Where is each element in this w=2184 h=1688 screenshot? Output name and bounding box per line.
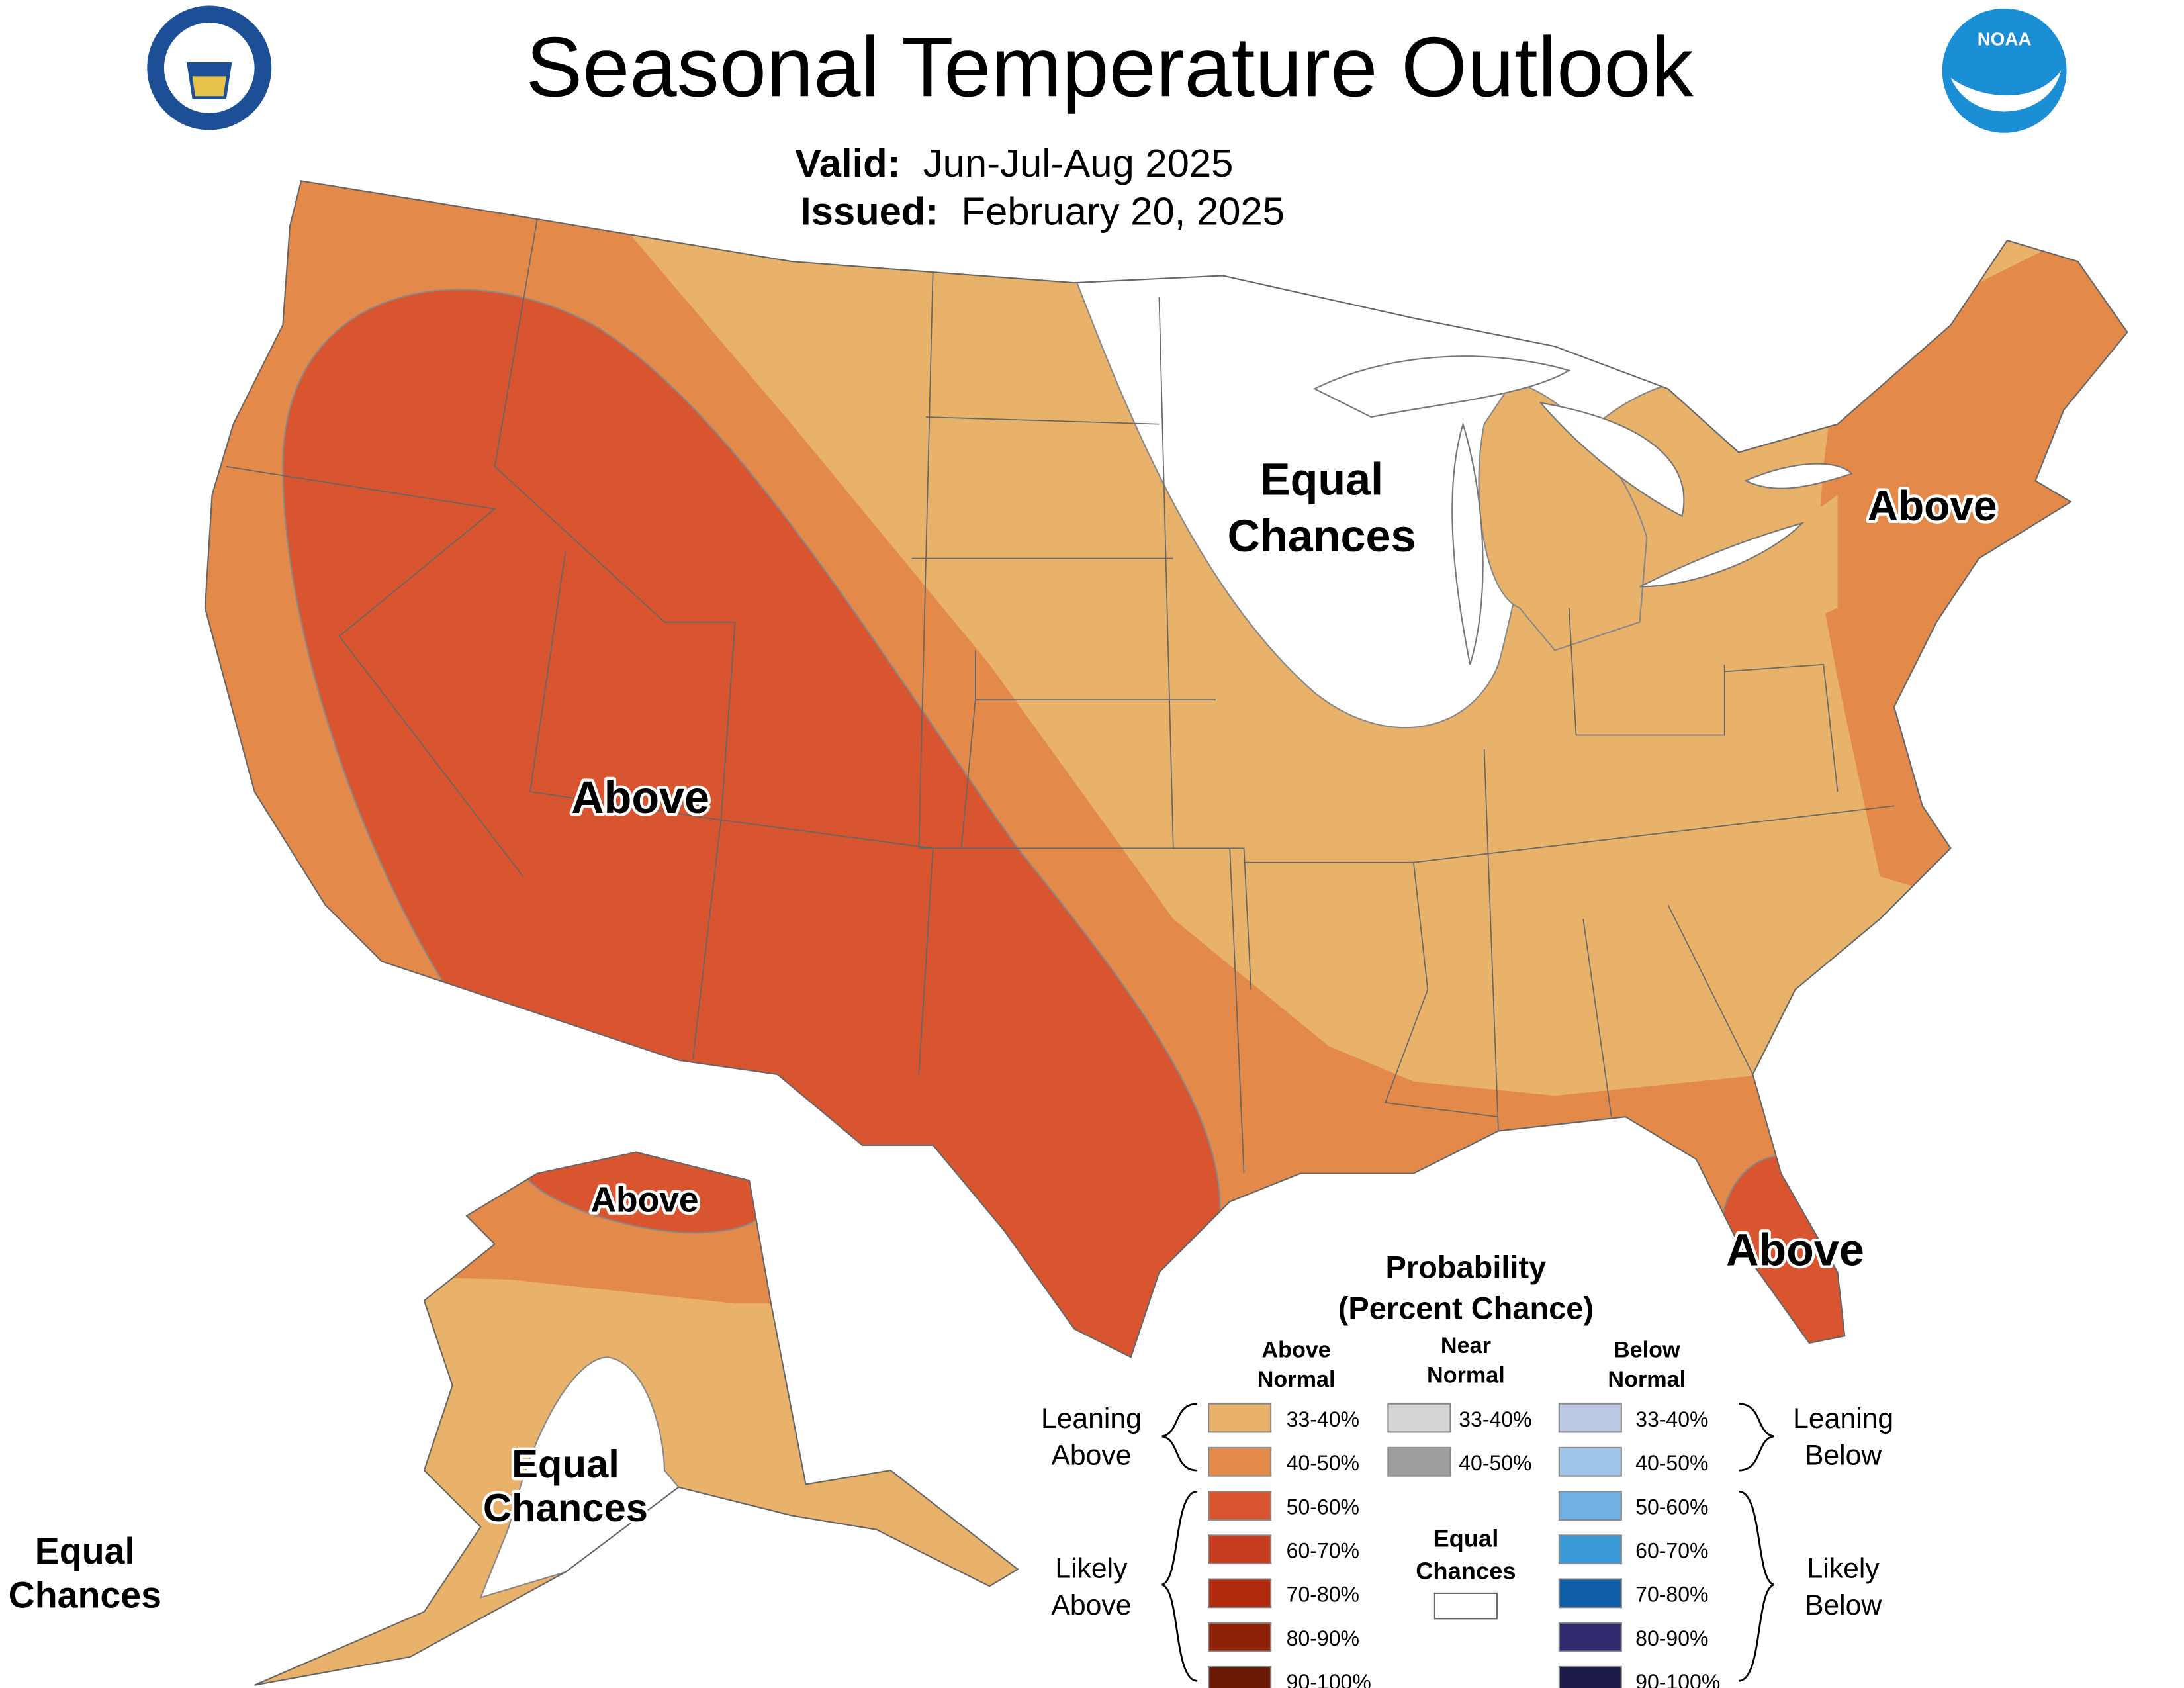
legend-swatch [1208,1446,1272,1477]
legend-swatch [1208,1534,1272,1565]
map-label: Above [571,773,709,823]
legend-bracket-label-line: Leaning [1793,1403,1893,1434]
legend-swatch [1558,1578,1622,1609]
legend-swatch [1387,1403,1451,1433]
legend-bracket-label-line: Above [1051,1440,1131,1472]
legend-item-label: 50-60% [1635,1495,1708,1519]
ohio-area [1639,494,1838,665]
issued-value: February 20, 2025 [961,189,1285,234]
map-label-line: Above [1868,482,1997,530]
legend-heading-line: Above [1261,1337,1330,1362]
legend-swatch [1208,1665,1272,1688]
map-label: Equal Chances [1228,454,1416,561]
legend-equal-chances: Equal Chances [1416,1524,1516,1584]
legend-bracket-label-line: Above [1051,1589,1131,1621]
legend-bracket-label-line: Likely [1807,1552,1880,1584]
legend-title-line: (Percent Chance) [1338,1291,1594,1326]
alaska-equal-chances-area [479,1356,680,1599]
legend-swatch [1558,1665,1622,1688]
legend-item-label: 70-80% [1287,1583,1359,1607]
state-lines [226,218,1895,1174]
map-label-line: Equal [35,1530,135,1571]
issued-label: Issued: [800,189,938,234]
valid-value: Jun-Jul-Aug 2025 [923,141,1234,185]
great-lakes [1312,355,1853,665]
conus-map [205,181,2128,1358]
legend-item-label: 60-70% [1287,1539,1359,1563]
legend-heading: Above Normal [1257,1337,1336,1392]
legend-item-label: 90-100% [1635,1670,1720,1688]
legend-braces [1161,1403,1775,1682]
noaa-logo: NOAA [1942,8,2067,133]
legend-item-label: 33-40% [1459,1407,1531,1431]
legend-bracket-label-line: Below [1805,1440,1882,1472]
equal-chances-swatch [1433,1592,1498,1620]
legend-item-label: 80-90% [1635,1626,1708,1650]
legend-item-label: 33-40% [1287,1407,1359,1431]
map-label-line: Above [571,773,709,823]
map-label-line: Equal [1260,454,1383,504]
legend-item-label: 80-90% [1287,1626,1359,1650]
map-label-line: Chances [1228,511,1416,561]
legend-item-label: 90-100% [1287,1670,1371,1688]
legend-item-label: 40-50% [1459,1451,1531,1475]
map-label: Equal Chances [483,1442,648,1530]
legend-swatch [1558,1622,1622,1652]
legend-heading: Below Normal [1608,1337,1686,1392]
legend-title: Probability (Percent Chance) [1338,1250,1594,1326]
title: Seasonal Temperature Outlook [526,20,1694,115]
legend-heading-line: Normal [1427,1363,1505,1388]
legend-bracket-label: Likely Above [1051,1552,1131,1621]
map-label: Equal Chances [9,1530,161,1615]
legend-heading-line: Near [1441,1333,1491,1358]
map-label: Above [1726,1225,1864,1275]
legend-heading-line: Normal [1257,1367,1336,1392]
legend-heading: Near Normal [1427,1333,1505,1388]
noaa-logo-text: NOAA [1978,28,2032,49]
map-label: Above [590,1180,698,1219]
legend-item-label: 40-50% [1287,1451,1359,1475]
map-label-line: Above [590,1180,698,1219]
legend-equal-chances-line: Equal [1433,1524,1498,1552]
legend-bracket-label-line: Below [1805,1589,1882,1621]
legend-swatch [1558,1534,1622,1565]
legend-swatch [1387,1446,1451,1477]
legend-swatch [1208,1622,1272,1652]
legend-bracket-label-line: Leaning [1041,1403,1142,1434]
commerce-seal [147,5,272,130]
legend-item-label: 33-40% [1635,1407,1708,1431]
legend-equal-chances-line: Chances [1416,1558,1516,1585]
legend-swatch [1208,1491,1272,1521]
legend-swatch [1558,1403,1622,1433]
legend-bracket-label: Likely Below [1805,1552,1882,1621]
legend-heading-line: Normal [1608,1367,1686,1392]
legend-item-label: 70-80% [1635,1583,1708,1607]
map-label-line: Equal [512,1442,619,1486]
legend-heading-line: Below [1614,1337,1680,1362]
legend-swatch [1558,1446,1622,1477]
legend-item-label: 50-60% [1287,1495,1359,1519]
map-label: Above [1868,482,1997,530]
legend-swatch [1558,1491,1622,1521]
legend-swatch [1208,1578,1272,1609]
legend-item-label: 40-50% [1635,1451,1708,1475]
legend-item-label: 60-70% [1635,1539,1708,1563]
map-label-line: Above [1726,1225,1864,1275]
legend-title-line: Probability [1386,1250,1547,1285]
map-label-line: Chances [9,1574,161,1615]
map-label-line: Chances [483,1485,648,1530]
legend-bracket-label: Leaning Above [1041,1403,1142,1472]
valid-label: Valid: [795,141,900,185]
legend-bracket-label: Leaning Below [1793,1403,1893,1472]
legend-swatch [1208,1403,1272,1433]
legend-bracket-label-line: Likely [1055,1552,1128,1584]
